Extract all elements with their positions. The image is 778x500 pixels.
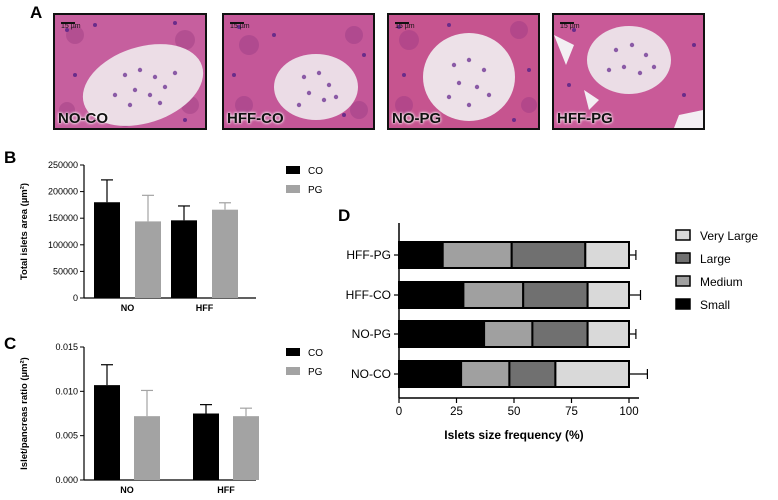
scale-bar: [230, 22, 244, 24]
y-tick-label: NO-PG: [352, 327, 391, 341]
micrograph-image: [389, 15, 538, 128]
x-tick-label: 50: [508, 406, 521, 418]
bar-segment-very-large: [586, 281, 631, 309]
chart-islets-size-frequency: 0 25 50 75 100 Islets size frequency (%) HFF-P…: [346, 223, 758, 442]
legend-label-pg: PG: [308, 185, 323, 196]
y-tick-label: HFF-PG: [346, 248, 391, 262]
x-tick-label: HFF: [217, 485, 235, 495]
panel-c-letter: C: [4, 334, 17, 353]
legend-label-medium: Medium: [700, 275, 743, 289]
legend-swatch-medium: [675, 275, 691, 287]
bar-co-hff: [193, 413, 219, 480]
bar-segment-medium: [462, 281, 525, 309]
x-tick-label: HFF: [196, 303, 214, 313]
bar-segment-very-large: [586, 320, 631, 348]
bar-co-hff: [171, 220, 197, 298]
bar-co-no: [94, 202, 120, 298]
y-tick-label: 0.005: [55, 431, 78, 441]
y-tick-label: 0.000: [55, 475, 78, 485]
bar-segment-medium: [483, 320, 534, 348]
micrograph-image: [55, 15, 205, 128]
y-tick-label: 0: [73, 293, 78, 303]
scale-label: 15 µm: [560, 23, 580, 30]
micrograph-label: HFF-CO: [227, 110, 284, 127]
legend-label-pg: PG: [308, 367, 323, 378]
bar-segment-large: [510, 241, 587, 269]
bar-pg-hff: [212, 209, 238, 298]
chart-total-islets-area: 0 50000 100000 150000 200000 250000 Total isle…: [19, 160, 323, 313]
legend-swatch-co: [286, 348, 300, 356]
scale-label: 15 µm: [395, 23, 415, 30]
legend-swatch-pg: [286, 185, 300, 193]
micrograph-no-co: 15 µm NO-CO: [53, 13, 207, 130]
y-tick-label: 150000: [48, 213, 78, 223]
bar-segment-medium: [460, 360, 511, 388]
bar-segment-small: [398, 241, 444, 269]
chart-islet-pancreas-ratio: 0.000 0.005 0.010 0.015 Islet/pancreas ratio…: [19, 342, 323, 495]
y-tick-label: 250000: [48, 160, 78, 170]
legend-swatch-pg: [286, 367, 300, 375]
x-axis-label: Islets size frequency (%): [444, 428, 583, 442]
legend-label-small: Small: [700, 298, 730, 312]
panel-b-letter: B: [4, 148, 17, 167]
bar-pg-no: [134, 416, 160, 480]
scale-bar: [560, 22, 574, 24]
micrograph-no-pg: 15 µm NO-PG: [387, 13, 540, 130]
panel-d-letter: D: [338, 206, 351, 225]
micrograph-label: NO-PG: [392, 110, 442, 127]
panel-a-letter: A: [30, 3, 43, 22]
bar-segment-very-large: [554, 360, 630, 388]
bar-segment-large: [522, 281, 589, 309]
x-tick-label: 75: [565, 406, 578, 418]
legend-swatch-large: [675, 252, 691, 264]
bar-segment-small: [398, 320, 486, 348]
legend-label-large: Large: [700, 252, 731, 266]
y-axis-label: Total islets area (µm²): [19, 183, 30, 280]
y-tick-label: 200000: [48, 187, 78, 197]
x-tick-label: 0: [396, 406, 402, 418]
legend-swatch-small: [675, 298, 691, 310]
y-tick-label: 0.015: [55, 342, 78, 352]
scale-label: 15 µm: [230, 23, 250, 30]
micrograph-hff-pg: 15 µm HFF-PG: [552, 13, 705, 130]
bar-segment-very-large: [584, 241, 631, 269]
bar-pg-no: [135, 221, 161, 298]
y-tick-label: 100000: [48, 240, 78, 250]
y-axis-label: Islet/pancreas ratio (µm²): [19, 357, 30, 470]
bar-pg-hff: [233, 416, 259, 480]
y-tick-label: NO-CO: [351, 367, 391, 381]
bar-segment-medium: [441, 241, 513, 269]
micrograph-hff-co: 15 µm HFF-CO: [222, 13, 375, 130]
bar-segment-large: [531, 320, 589, 348]
micrograph-image: [224, 15, 373, 128]
micrograph-image: [554, 15, 703, 128]
y-tick-label: HFF-CO: [346, 288, 391, 302]
bar-segment-large: [508, 360, 557, 388]
micrograph-label: NO-CO: [58, 110, 108, 127]
bar-segment-small: [398, 281, 465, 309]
legend-swatch-very-large: [675, 229, 691, 241]
x-tick-label: 100: [619, 406, 638, 418]
legend-label-co: CO: [308, 348, 323, 359]
bar-segment-small: [398, 360, 463, 388]
legend-label-very-large: Very Large: [700, 229, 758, 243]
bar-co-no: [94, 385, 120, 480]
scale-bar: [395, 22, 409, 24]
y-tick-label: 0.010: [55, 386, 78, 396]
legend-label-co: CO: [308, 166, 323, 177]
y-tick-label: 50000: [53, 266, 78, 276]
micrograph-label: HFF-PG: [557, 110, 613, 127]
x-tick-label: NO: [120, 485, 134, 495]
legend-swatch-co: [286, 166, 300, 174]
scale-label: 15 µm: [61, 23, 81, 30]
x-tick-label: 25: [450, 406, 463, 418]
scale-bar: [61, 22, 75, 24]
x-tick-label: NO: [121, 303, 135, 313]
